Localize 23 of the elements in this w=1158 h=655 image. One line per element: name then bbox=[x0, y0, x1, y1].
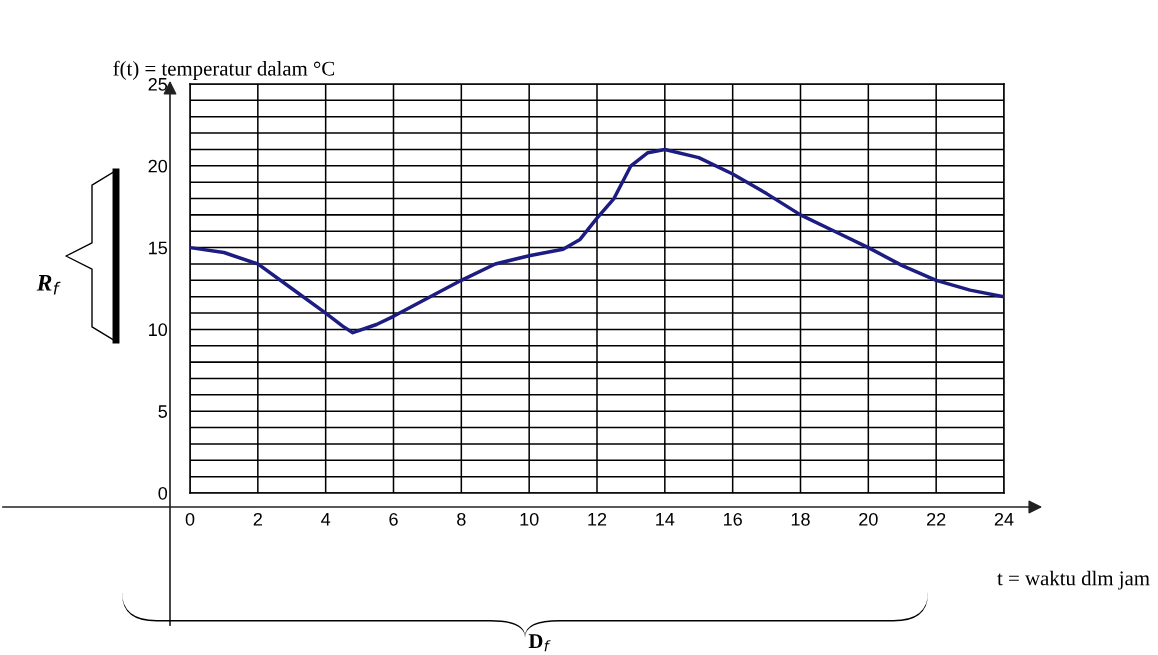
y-tick-label: 5 bbox=[158, 405, 168, 418]
text: R$_{f}$ bbox=[36, 275, 61, 295]
x-axis-title: t = waktu dlm jam bbox=[997, 570, 1150, 590]
text: D$_{f}$ bbox=[528, 634, 551, 652]
x-tick-label: 2 bbox=[253, 512, 262, 526]
y-tick-label: 10 bbox=[149, 323, 168, 337]
x-tick-label: 22 bbox=[927, 512, 946, 526]
y-tick-label: 25 bbox=[148, 77, 168, 91]
x-tick-label: 4 bbox=[321, 513, 331, 526]
y-tick-label: 0 bbox=[158, 486, 168, 500]
line-series bbox=[190, 147, 1004, 335]
x-tick-label: 12 bbox=[588, 512, 607, 526]
x-tick-label: 16 bbox=[724, 512, 742, 526]
x-tick-label: 0 bbox=[185, 512, 195, 526]
x-tick-label: 18 bbox=[791, 512, 810, 526]
x-tick-label: 8 bbox=[457, 512, 466, 526]
x-tick-label: 20 bbox=[859, 512, 878, 526]
x-tick-label: 10 bbox=[520, 512, 539, 526]
x-tick-label: 24 bbox=[994, 512, 1014, 526]
y-tick-label: 20 bbox=[148, 159, 168, 173]
x-tick-label: 14 bbox=[656, 513, 675, 526]
x-tick-label: 6 bbox=[389, 512, 398, 526]
y-tick-label: 15 bbox=[149, 241, 168, 255]
